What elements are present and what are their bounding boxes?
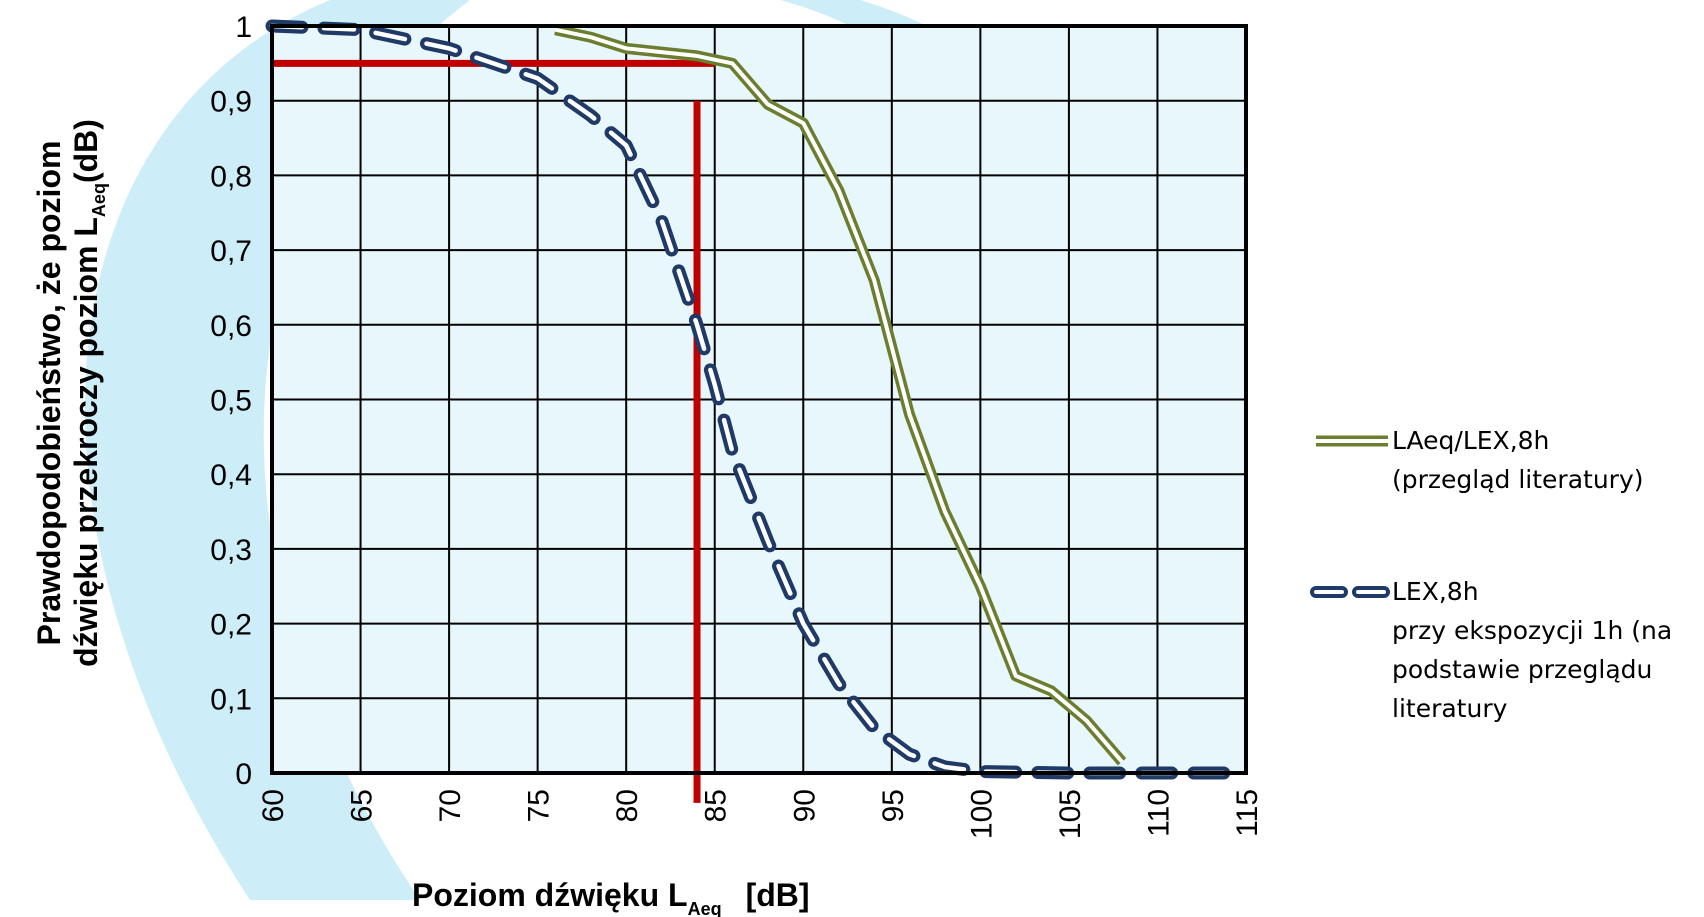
x-tick-label: 105 (1054, 789, 1087, 839)
x-tick-label: 100 (965, 789, 998, 839)
series-2 (265, 19, 1235, 780)
y-axis-title-line2-main: dźwięku przekroczy poziom L (68, 217, 104, 667)
legend-item-series-1: LAeq/LEX,8h (przegląd literatury) (1316, 426, 1644, 494)
series-2-line-inner (269, 23, 1231, 776)
y-tick-label: 1 (235, 11, 252, 44)
x-tick-label: 115 (1231, 789, 1264, 837)
x-axis-title-subscript: Aeq (688, 899, 722, 917)
grid-lines (271, 25, 1247, 774)
x-axis-title-unit: [dB] (746, 877, 810, 913)
watermark-arc-left (85, 0, 470, 900)
x-tick-label: 80 (611, 789, 644, 822)
y-axis-title-line1: Prawdopodobieństwo, że poziom (31, 141, 67, 646)
x-tick-label: 70 (434, 789, 467, 822)
x-tick-label: 95 (877, 789, 910, 822)
x-tick-label: 85 (700, 789, 733, 822)
y-tick-labels: 0 0,1 0,2 0,3 0,4 0,5 0,6 0,7 0,8 0,9 1 (210, 11, 252, 791)
x-axis-title: Poziom dźwięku LAeq [dB] (412, 877, 810, 917)
legend-label-series-2-line1: LEX,8h (1392, 577, 1479, 606)
x-tick-label: 65 (346, 789, 379, 822)
y-tick-label: 0,2 (210, 609, 252, 642)
legend-label-series-2-line4: literatury (1392, 694, 1508, 723)
legend-label-series-2-line3: podstawie przeglądu (1392, 655, 1652, 684)
legend-item-series-2: LEX,8h przy ekspozycji 1h (na podstawie … (1310, 577, 1672, 723)
legend-label-series-2-line2: przy ekspozycji 1h (na (1392, 616, 1672, 645)
x-tick-labels: 60 65 70 75 80 85 90 95 100 105 110 115 (257, 789, 1264, 839)
legend-label-series-1-line2: (przegląd literatury) (1392, 465, 1644, 494)
y-axis-title-subscript: Aeq (89, 183, 109, 217)
series-1 (554, 24, 1127, 766)
y-tick-label: 0,5 (210, 385, 252, 418)
y-axis-title-unit: (dB) (68, 119, 104, 183)
y-tick-label: 0,6 (210, 310, 252, 343)
x-tick-label: 110 (1142, 789, 1175, 837)
x-tick-label: 75 (523, 789, 556, 822)
y-tick-label: 0,3 (210, 534, 252, 567)
y-tick-label: 0,1 (210, 683, 252, 716)
plot-frame (270, 24, 1248, 775)
y-tick-label: 0,7 (210, 235, 252, 268)
series-layer (265, 19, 1235, 780)
y-tick-label: 0 (235, 758, 252, 791)
y-axis-title: Prawdopodobieństwo, że poziom (31, 141, 67, 646)
y-axis-title-line2: dźwięku przekroczy poziom LAeq(dB) (68, 119, 109, 667)
x-tick-label: 60 (257, 789, 290, 822)
x-axis-title-main: Poziom dźwięku L (412, 877, 688, 913)
y-tick-label: 0,9 (210, 86, 252, 119)
y-axis-title-2: dźwięku przekroczy poziom LAeq(dB) (68, 119, 109, 667)
y-tick-label: 0,8 (210, 160, 252, 193)
series-1-line-inner (554, 27, 1124, 764)
legend: LAeq/LEX,8h (przegląd literatury) LEX,8h… (1310, 426, 1672, 723)
legend-label-series-1-line1: LAeq/LEX,8h (1392, 426, 1549, 455)
y-tick-label: 0,4 (210, 459, 252, 492)
x-tick-label: 90 (788, 789, 821, 822)
